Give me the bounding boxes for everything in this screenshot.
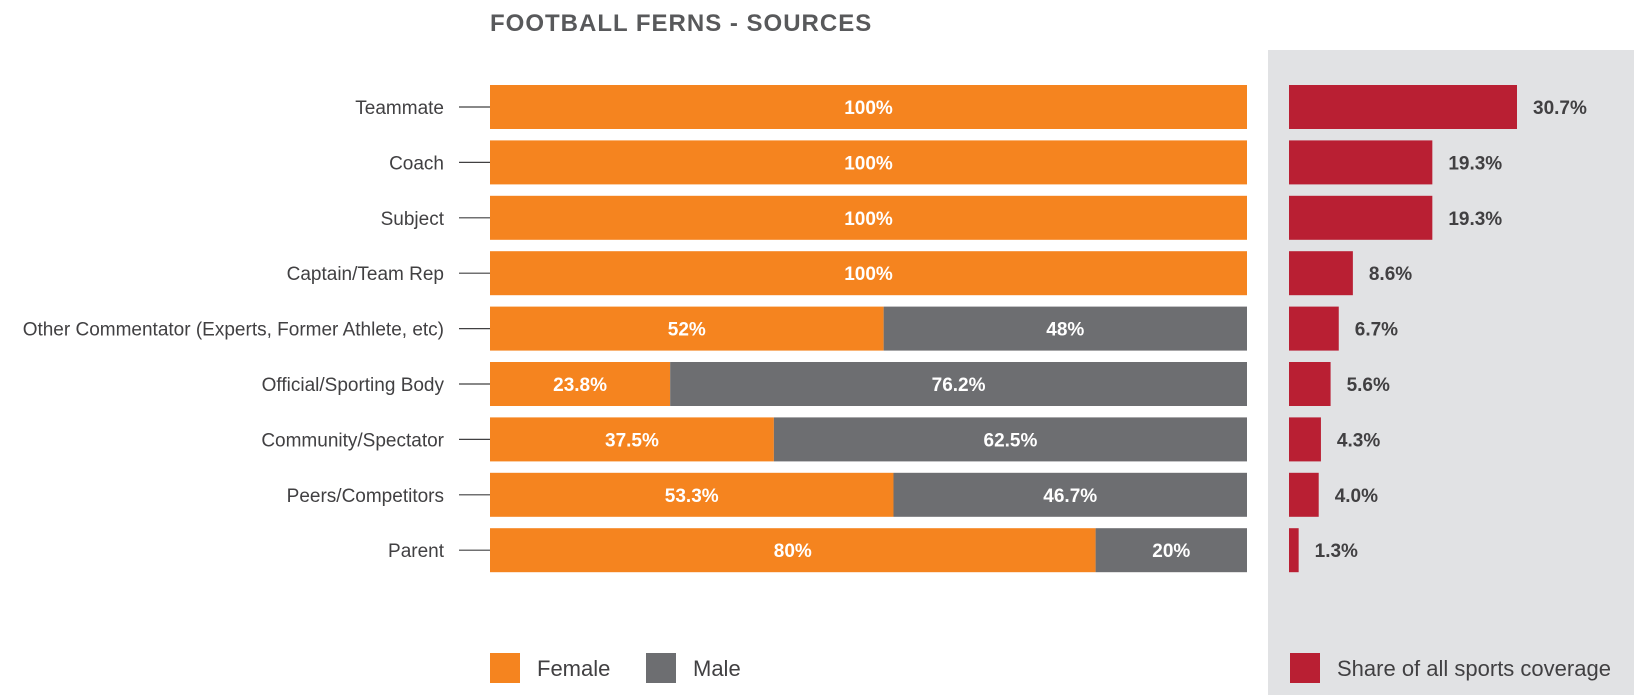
male-value-label-community-spectator: 62.5% bbox=[984, 430, 1038, 451]
female-bar-coach bbox=[490, 140, 1247, 185]
share-value-label-other-commentator-experts-former-athlete-etc: 6.7% bbox=[1355, 320, 1398, 341]
category-label-other-commentator-experts-former-athlete-etc: Other Commentator (Experts, Former Athle… bbox=[23, 320, 444, 341]
legend: Female Male Share of all sports coverage bbox=[490, 653, 1611, 683]
share-value-label-official-sporting-body: 5.6% bbox=[1347, 375, 1390, 396]
share-value-label-parent: 1.3% bbox=[1315, 541, 1358, 562]
share-value-label-teammate: 30.7% bbox=[1533, 98, 1587, 119]
female-bar-teammate bbox=[490, 85, 1247, 129]
male-value-label-other-commentator-experts-former-athlete-etc: 48% bbox=[1046, 320, 1084, 341]
share-bar-community-spectator bbox=[1289, 417, 1321, 462]
share-value-label-captain-team-rep: 8.6% bbox=[1369, 264, 1412, 285]
legend-label-female: Female bbox=[537, 656, 610, 681]
female-bar-captain-team-rep bbox=[490, 251, 1247, 296]
category-label-teammate: Teammate bbox=[355, 98, 444, 119]
category-label-coach: Coach bbox=[389, 153, 444, 174]
male-bar-other-commentator-experts-former-athlete-etc bbox=[883, 306, 1247, 351]
share-value-label-community-spectator: 4.3% bbox=[1337, 430, 1380, 451]
legend-swatch-share-of-all-sports-coverage bbox=[1290, 653, 1320, 683]
category-label-community-spectator: Community/Spectator bbox=[261, 430, 444, 451]
legend-label-male: Male bbox=[693, 656, 741, 681]
category-label-peers-competitors: Peers/Competitors bbox=[287, 486, 444, 507]
bars-layer: Teammate 100% 30.7% Coach 100% 19.3% Subject 10… bbox=[23, 85, 1587, 573]
female-value-label-community-spectator: 37.5% bbox=[605, 430, 659, 451]
male-value-label-official-sporting-body: 76.2% bbox=[932, 375, 986, 396]
category-label-captain-team-rep: Captain/Team Rep bbox=[287, 264, 444, 285]
female-bar-community-spectator bbox=[490, 417, 774, 462]
female-value-label-official-sporting-body: 23.8% bbox=[553, 375, 607, 396]
share-bar-peers-competitors bbox=[1289, 472, 1319, 517]
legend-swatch-female bbox=[490, 653, 520, 683]
share-bar-captain-team-rep bbox=[1289, 251, 1353, 296]
category-label-parent: Parent bbox=[388, 541, 445, 562]
male-bar-parent bbox=[1095, 528, 1247, 573]
female-value-label-peers-competitors: 53.3% bbox=[665, 486, 719, 507]
female-bar-official-sporting-body bbox=[490, 362, 671, 406]
male-bar-official-sporting-body bbox=[670, 362, 1247, 406]
share-value-label-peers-competitors: 4.0% bbox=[1335, 486, 1378, 507]
female-bar-peers-competitors bbox=[490, 472, 894, 517]
male-bar-community-spectator bbox=[773, 417, 1247, 462]
chart-title: FOOTBALL FERNS - SOURCES bbox=[490, 10, 872, 37]
category-label-subject: Subject bbox=[381, 209, 445, 230]
share-bar-coach bbox=[1289, 140, 1433, 185]
legend-swatch-male bbox=[646, 653, 676, 683]
share-bar-parent bbox=[1289, 528, 1299, 573]
legend-label-share-of-all-sports-coverage: Share of all sports coverage bbox=[1337, 656, 1611, 681]
female-value-label-other-commentator-experts-former-athlete-etc: 52% bbox=[668, 320, 706, 341]
share-bar-subject bbox=[1289, 195, 1433, 240]
share-bar-teammate bbox=[1289, 85, 1517, 129]
share-bar-official-sporting-body bbox=[1289, 362, 1331, 406]
male-value-label-parent: 20% bbox=[1152, 541, 1190, 562]
female-value-label-subject: 100% bbox=[844, 209, 893, 230]
female-bar-other-commentator-experts-former-athlete-etc bbox=[490, 306, 884, 351]
female-value-label-captain-team-rep: 100% bbox=[844, 264, 893, 285]
share-bar-other-commentator-experts-former-athlete-etc bbox=[1289, 306, 1339, 351]
female-value-label-teammate: 100% bbox=[844, 98, 893, 119]
category-label-official-sporting-body: Official/Sporting Body bbox=[262, 375, 445, 396]
share-value-label-coach: 19.3% bbox=[1448, 153, 1502, 174]
female-value-label-parent: 80% bbox=[774, 541, 812, 562]
male-bar-peers-competitors bbox=[893, 472, 1247, 517]
female-bar-subject bbox=[490, 195, 1247, 240]
share-value-label-subject: 19.3% bbox=[1448, 209, 1502, 230]
male-value-label-peers-competitors: 46.7% bbox=[1043, 486, 1097, 507]
female-bar-parent bbox=[490, 528, 1096, 573]
female-value-label-coach: 100% bbox=[844, 153, 893, 174]
